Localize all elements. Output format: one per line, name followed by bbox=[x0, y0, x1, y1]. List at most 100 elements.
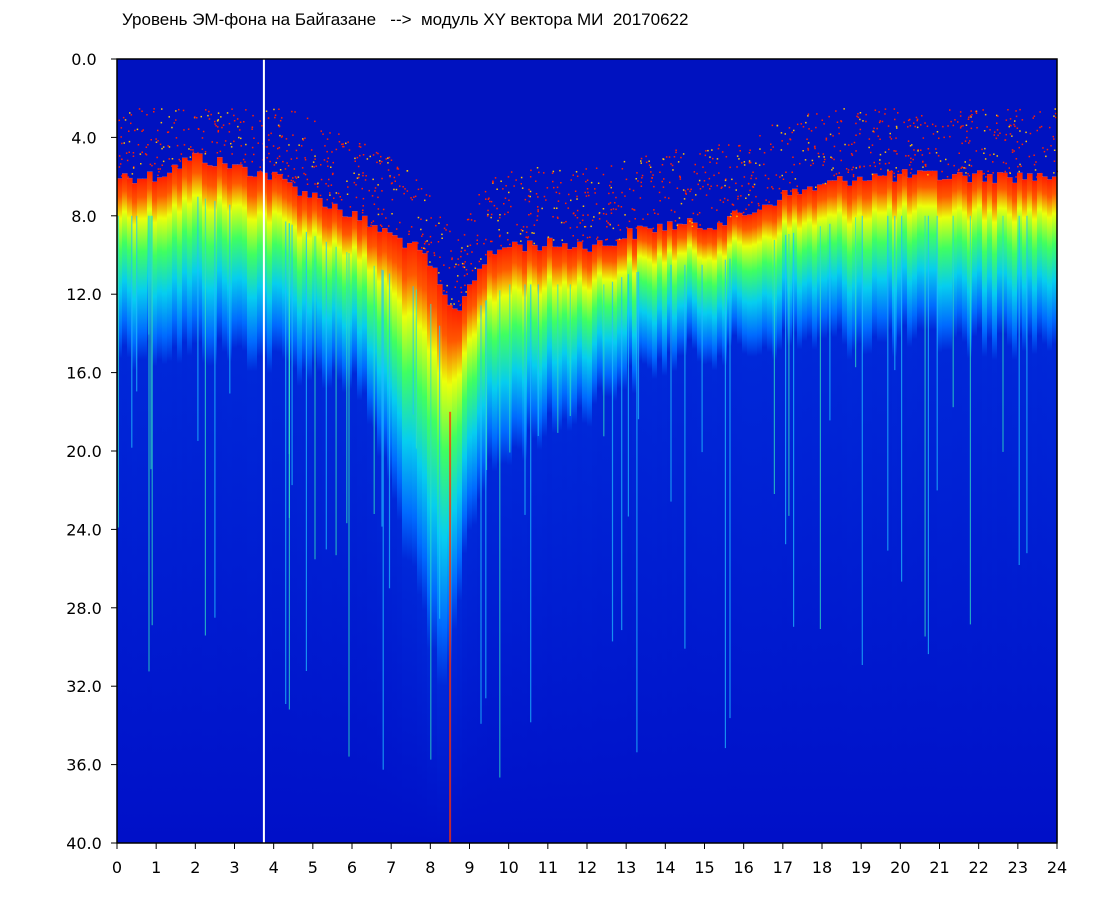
noise-point bbox=[775, 174, 778, 176]
noise-point bbox=[924, 122, 926, 124]
heatmap-column bbox=[542, 59, 548, 843]
heatmap-column bbox=[222, 59, 228, 843]
noise-point bbox=[976, 127, 978, 129]
heatmap-column bbox=[292, 59, 298, 843]
streak-line bbox=[415, 289, 417, 449]
noise-point bbox=[168, 158, 170, 160]
noise-point bbox=[1005, 119, 1008, 121]
noise-point bbox=[454, 309, 456, 312]
noise-point bbox=[614, 202, 616, 204]
heatmap-column bbox=[912, 59, 918, 843]
noise-point bbox=[610, 181, 612, 183]
noise-point bbox=[691, 222, 693, 224]
noise-point bbox=[610, 208, 612, 211]
noise-point bbox=[537, 209, 539, 211]
noise-point bbox=[724, 184, 726, 187]
heatmap-column bbox=[757, 59, 763, 843]
noise-point bbox=[945, 158, 947, 161]
noise-point bbox=[420, 188, 423, 190]
noise-point bbox=[377, 213, 380, 216]
noise-point bbox=[530, 169, 532, 172]
noise-point bbox=[989, 129, 991, 131]
noise-point bbox=[1015, 110, 1017, 112]
noise-point bbox=[373, 203, 376, 205]
noise-point bbox=[529, 195, 531, 198]
noise-point bbox=[690, 188, 692, 191]
noise-point bbox=[957, 121, 959, 123]
heatmap-column bbox=[897, 59, 903, 843]
noise-point bbox=[354, 157, 356, 160]
noise-point bbox=[529, 190, 532, 193]
noise-point bbox=[707, 149, 709, 152]
noise-point bbox=[1036, 176, 1038, 178]
noise-point bbox=[372, 220, 375, 222]
noise-point bbox=[1016, 141, 1019, 143]
heatmap-column bbox=[767, 59, 773, 843]
heatmap-column bbox=[827, 59, 833, 843]
noise-point bbox=[859, 165, 861, 168]
noise-point bbox=[636, 172, 638, 174]
noise-point bbox=[563, 222, 565, 224]
noise-point bbox=[1013, 123, 1015, 126]
noise-point bbox=[745, 208, 747, 210]
noise-point bbox=[183, 129, 185, 131]
noise-point bbox=[710, 185, 712, 187]
noise-point bbox=[595, 167, 598, 169]
x-tick-label: 22 bbox=[968, 858, 988, 877]
noise-point bbox=[243, 121, 245, 123]
noise-point bbox=[722, 201, 725, 203]
noise-point bbox=[884, 113, 886, 115]
noise-point bbox=[568, 193, 570, 196]
noise-point bbox=[576, 198, 578, 200]
noise-point bbox=[676, 187, 679, 189]
noise-point bbox=[429, 261, 431, 263]
noise-point bbox=[238, 136, 240, 139]
noise-point bbox=[669, 181, 671, 184]
noise-point bbox=[878, 111, 880, 113]
noise-point bbox=[233, 140, 235, 143]
heatmap-column bbox=[642, 59, 648, 843]
y-tick-label: 4.0 bbox=[71, 128, 96, 147]
noise-point bbox=[272, 145, 275, 147]
streak-line bbox=[430, 303, 432, 760]
noise-point bbox=[758, 204, 760, 207]
noise-point bbox=[824, 182, 827, 185]
noise-point bbox=[145, 146, 148, 148]
noise-point bbox=[132, 155, 135, 157]
noise-point bbox=[910, 157, 912, 160]
noise-point bbox=[161, 108, 163, 110]
noise-point bbox=[981, 173, 984, 175]
noise-point bbox=[590, 225, 592, 228]
heatmap-column bbox=[397, 59, 403, 843]
noise-point bbox=[581, 219, 584, 222]
noise-point bbox=[632, 189, 635, 192]
streak-line bbox=[729, 258, 731, 719]
noise-point bbox=[796, 123, 799, 126]
noise-point bbox=[426, 251, 428, 253]
noise-point bbox=[341, 143, 343, 146]
noise-point bbox=[936, 131, 939, 133]
noise-point bbox=[921, 154, 924, 156]
noise-point bbox=[445, 296, 447, 299]
noise-point bbox=[927, 174, 929, 176]
heatmap-column bbox=[317, 59, 323, 843]
heatmap-column bbox=[882, 59, 888, 843]
noise-point bbox=[640, 181, 642, 184]
streak-line bbox=[724, 259, 726, 749]
noise-point bbox=[1049, 126, 1051, 129]
noise-point bbox=[784, 133, 786, 135]
noise-point bbox=[975, 150, 978, 152]
noise-point bbox=[582, 214, 584, 216]
noise-point bbox=[879, 153, 882, 156]
noise-point bbox=[674, 220, 677, 222]
noise-point bbox=[492, 181, 494, 184]
noise-point bbox=[196, 117, 198, 119]
noise-point bbox=[914, 125, 916, 128]
noise-point bbox=[753, 183, 756, 186]
heatmap-column bbox=[157, 59, 163, 843]
noise-point bbox=[339, 196, 341, 198]
noise-point bbox=[499, 214, 501, 216]
noise-point bbox=[891, 171, 894, 173]
heatmap-column bbox=[382, 59, 388, 843]
